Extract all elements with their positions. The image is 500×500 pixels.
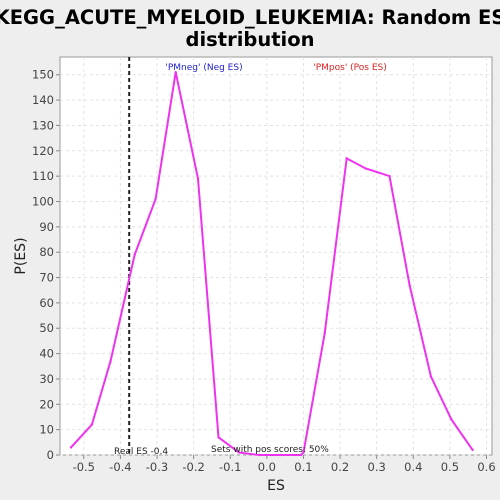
x-axis-label: ES [267,478,285,494]
pm-pos-label: 'PMpos' (Pos ES) [313,63,387,73]
data-point [258,453,261,457]
x-tick-label: -0.2 [182,460,204,474]
data-point [429,375,433,378]
x-tick-label: 0.1 [294,460,312,474]
x-tick-label: -0.5 [73,460,95,474]
x-tick-label: 0.4 [404,460,422,474]
x-tick-label: 0.6 [477,460,495,474]
data-point [109,360,112,363]
data-point [174,71,177,74]
y-tick-label: 60 [39,296,54,310]
x-axis-ticks: -0.5 -0.4 -0.3 -0.2 -0.1 0.0 0.1 0.2 0.3 0.4 0.5 0.… [73,455,496,474]
y-tick-label: 10 [39,423,54,437]
y-tick-label: 70 [39,271,54,285]
data-point [302,451,305,454]
plot-area [59,56,493,456]
data-point [471,448,474,452]
pm-neg-label: 'PMneg' (Neg ES) [165,63,242,73]
real-es-label: Real ES -0.4 [114,447,168,457]
x-tick-label: 0.3 [368,460,386,474]
x-tick-label: 0.0 [258,460,276,474]
data-point [133,253,136,256]
y-axis-ticks: 0 10 20 30 40 50 60 70 80 90 100 110 120 130 140 150 [32,68,60,462]
data-point [196,177,200,180]
data-point [299,453,303,457]
data-point [364,167,367,170]
data-point [408,283,411,287]
y-tick-label: 80 [39,245,54,259]
chart-title-line2: distribution [186,28,315,51]
data-point [345,157,348,160]
y-tick-label: 40 [39,347,54,361]
y-tick-label: 30 [39,372,54,386]
y-tick-label: 20 [39,397,54,411]
y-tick-label: 110 [32,169,54,183]
pos-scores-label: Sets with pos scores: 50% [211,445,329,455]
data-point [90,423,94,426]
y-tick-label: 140 [32,93,54,107]
data-point [237,451,241,454]
x-tick-label: 0.2 [331,460,349,474]
y-tick-label: 120 [32,144,54,158]
y-tick-label: 90 [39,220,54,234]
data-point [388,174,391,178]
x-tick-label: -0.4 [109,460,131,474]
y-tick-label: 100 [32,194,54,208]
y-tick-label: 0 [47,448,54,462]
y-axis-label: P(ES) [13,237,29,274]
series-points [69,71,474,457]
x-tick-label: 0.5 [441,460,459,474]
y-tick-label: 150 [32,68,54,82]
y-tick-label: 130 [32,118,54,132]
data-point [323,332,326,335]
x-tick-label: -0.3 [146,460,168,474]
data-point [154,197,157,201]
grid-lines [60,57,492,456]
x-tick-label: -0.1 [219,460,241,474]
chart-title-line1: KEGG_ACUTE_MYELOID_LEUKEMIA: Random ES [0,6,500,29]
data-point [279,453,282,457]
data-point [69,446,73,449]
y-tick-label: 50 [39,321,54,335]
data-point [450,418,453,421]
data-point [217,436,220,439]
